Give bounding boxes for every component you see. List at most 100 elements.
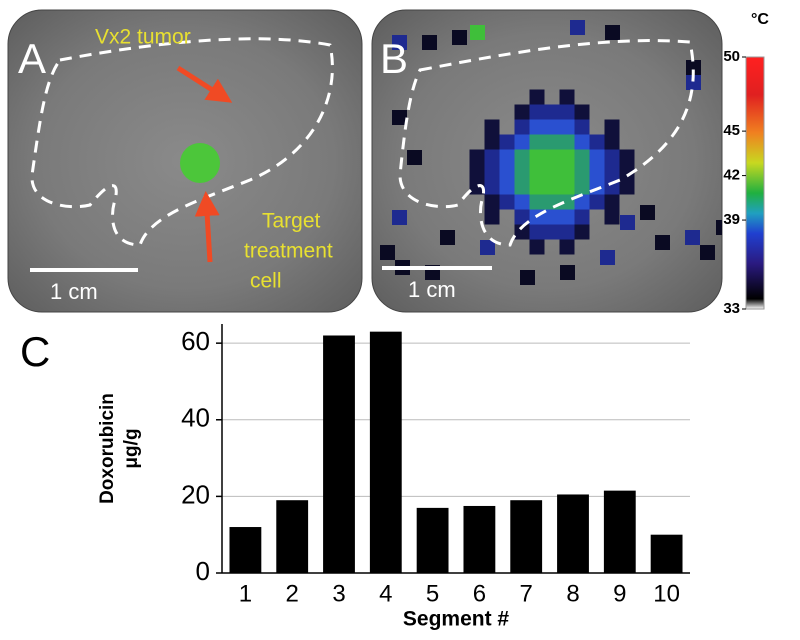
heat-pixel [529, 89, 545, 105]
heat-pixel [559, 149, 575, 165]
heat-pixel [499, 179, 515, 195]
heat-pixel [422, 35, 437, 50]
heat-pixel [392, 210, 407, 225]
bar [510, 500, 543, 573]
panel-letter: B [380, 35, 408, 82]
tumor-outline [30, 37, 334, 247]
x-tick-label: 5 [426, 580, 439, 607]
x-tick-label: 7 [520, 580, 533, 607]
colorbar: °C 33 39 42 45 50 [723, 11, 769, 317]
heat-pixel [440, 230, 455, 245]
bar [323, 335, 355, 573]
heat-pixel [620, 215, 635, 230]
heat-pixel [544, 164, 560, 180]
heat-pixel [544, 224, 560, 240]
heat-pixel [700, 245, 715, 260]
heat-pixel [589, 164, 605, 180]
heat-pixel [640, 205, 655, 220]
heat-pixel [544, 149, 560, 165]
heat-pixel [529, 224, 545, 240]
heat-pixel [499, 194, 515, 210]
heat-pixel [529, 134, 545, 150]
heat-pixel [619, 164, 635, 180]
heat-pixel [529, 164, 545, 180]
heat-pixel [544, 134, 560, 150]
panel-b: B 1 cm [371, 9, 723, 313]
annotation: Target [262, 210, 321, 233]
heat-pixel [469, 149, 485, 165]
colorbar-tick-label: 50 [723, 48, 740, 65]
heat-pixel [686, 60, 701, 75]
x-tick-label: 2 [286, 580, 299, 607]
heat-pixel [544, 119, 560, 135]
heat-pixel [469, 164, 485, 180]
heat-pixel [529, 239, 545, 255]
x-tick-label: 8 [566, 580, 579, 607]
heat-pixel [469, 179, 485, 195]
bar [229, 527, 262, 573]
scale-label: 1 cm [408, 277, 456, 302]
colorbar-gradient [745, 56, 765, 310]
heat-pixel [574, 194, 590, 210]
heat-pixel [560, 265, 575, 280]
heat-pixel [514, 179, 530, 195]
heat-pixel [514, 149, 530, 165]
heat-pixel [559, 239, 575, 255]
bar [603, 490, 636, 573]
heat-pixel [600, 250, 615, 265]
heat-pixel [529, 104, 545, 120]
heat-pixel [604, 149, 620, 165]
x-tick-label: 6 [473, 580, 486, 607]
panel-letter: A [18, 35, 46, 82]
heat-pixel [392, 35, 407, 50]
bar [650, 534, 683, 573]
heat-pixel [484, 164, 500, 180]
heat-pixel [604, 134, 620, 150]
y-tick-label: 20 [181, 479, 210, 509]
heat-pixel [574, 179, 590, 195]
heat-pixel [685, 230, 700, 245]
heat-pixel [529, 119, 545, 135]
heat-pixel [470, 25, 485, 40]
heat-pixel [559, 104, 575, 120]
heat-pixel [514, 194, 530, 210]
heat-pixel [619, 149, 635, 165]
heat-pixel [559, 164, 575, 180]
annotation: cell [250, 270, 282, 293]
heat-pixel [686, 75, 701, 90]
heat-pixel [514, 119, 530, 135]
heat-pixel [484, 209, 500, 225]
heat-pixel [484, 149, 500, 165]
heat-pixel [559, 134, 575, 150]
colorbar-title: °C [751, 11, 769, 28]
bar [416, 507, 449, 573]
heat-pixel [589, 194, 605, 210]
heat-pixel [514, 209, 530, 225]
heat-pixel [559, 224, 575, 240]
heat-pixel [574, 104, 590, 120]
y-tick-label: 0 [196, 556, 210, 586]
panel-letter: C [20, 328, 50, 375]
heat-pixel [604, 119, 620, 135]
arrow [194, 191, 220, 263]
heat-pixel [484, 179, 500, 195]
heat-pixel [529, 179, 545, 195]
heat-pixel [559, 89, 575, 105]
target-cell [180, 143, 220, 183]
heat-pixel [520, 270, 535, 285]
y-axis-label: Doxorubicin [97, 393, 118, 504]
x-tick-label: 10 [653, 580, 680, 607]
heat-pixel [559, 119, 575, 135]
annotation: treatment [244, 240, 333, 263]
heat-pixel [480, 240, 495, 255]
tumor-outline [398, 39, 695, 247]
heat-pixel [499, 134, 515, 150]
heat-pixel [452, 30, 467, 45]
heat-pixel [514, 164, 530, 180]
heat-pixel [514, 134, 530, 150]
heat-pixel [574, 134, 590, 150]
heat-pixel [574, 209, 590, 225]
heat-pixel [407, 150, 422, 165]
heat-pixel [604, 209, 620, 225]
heat-pixel [392, 110, 407, 125]
